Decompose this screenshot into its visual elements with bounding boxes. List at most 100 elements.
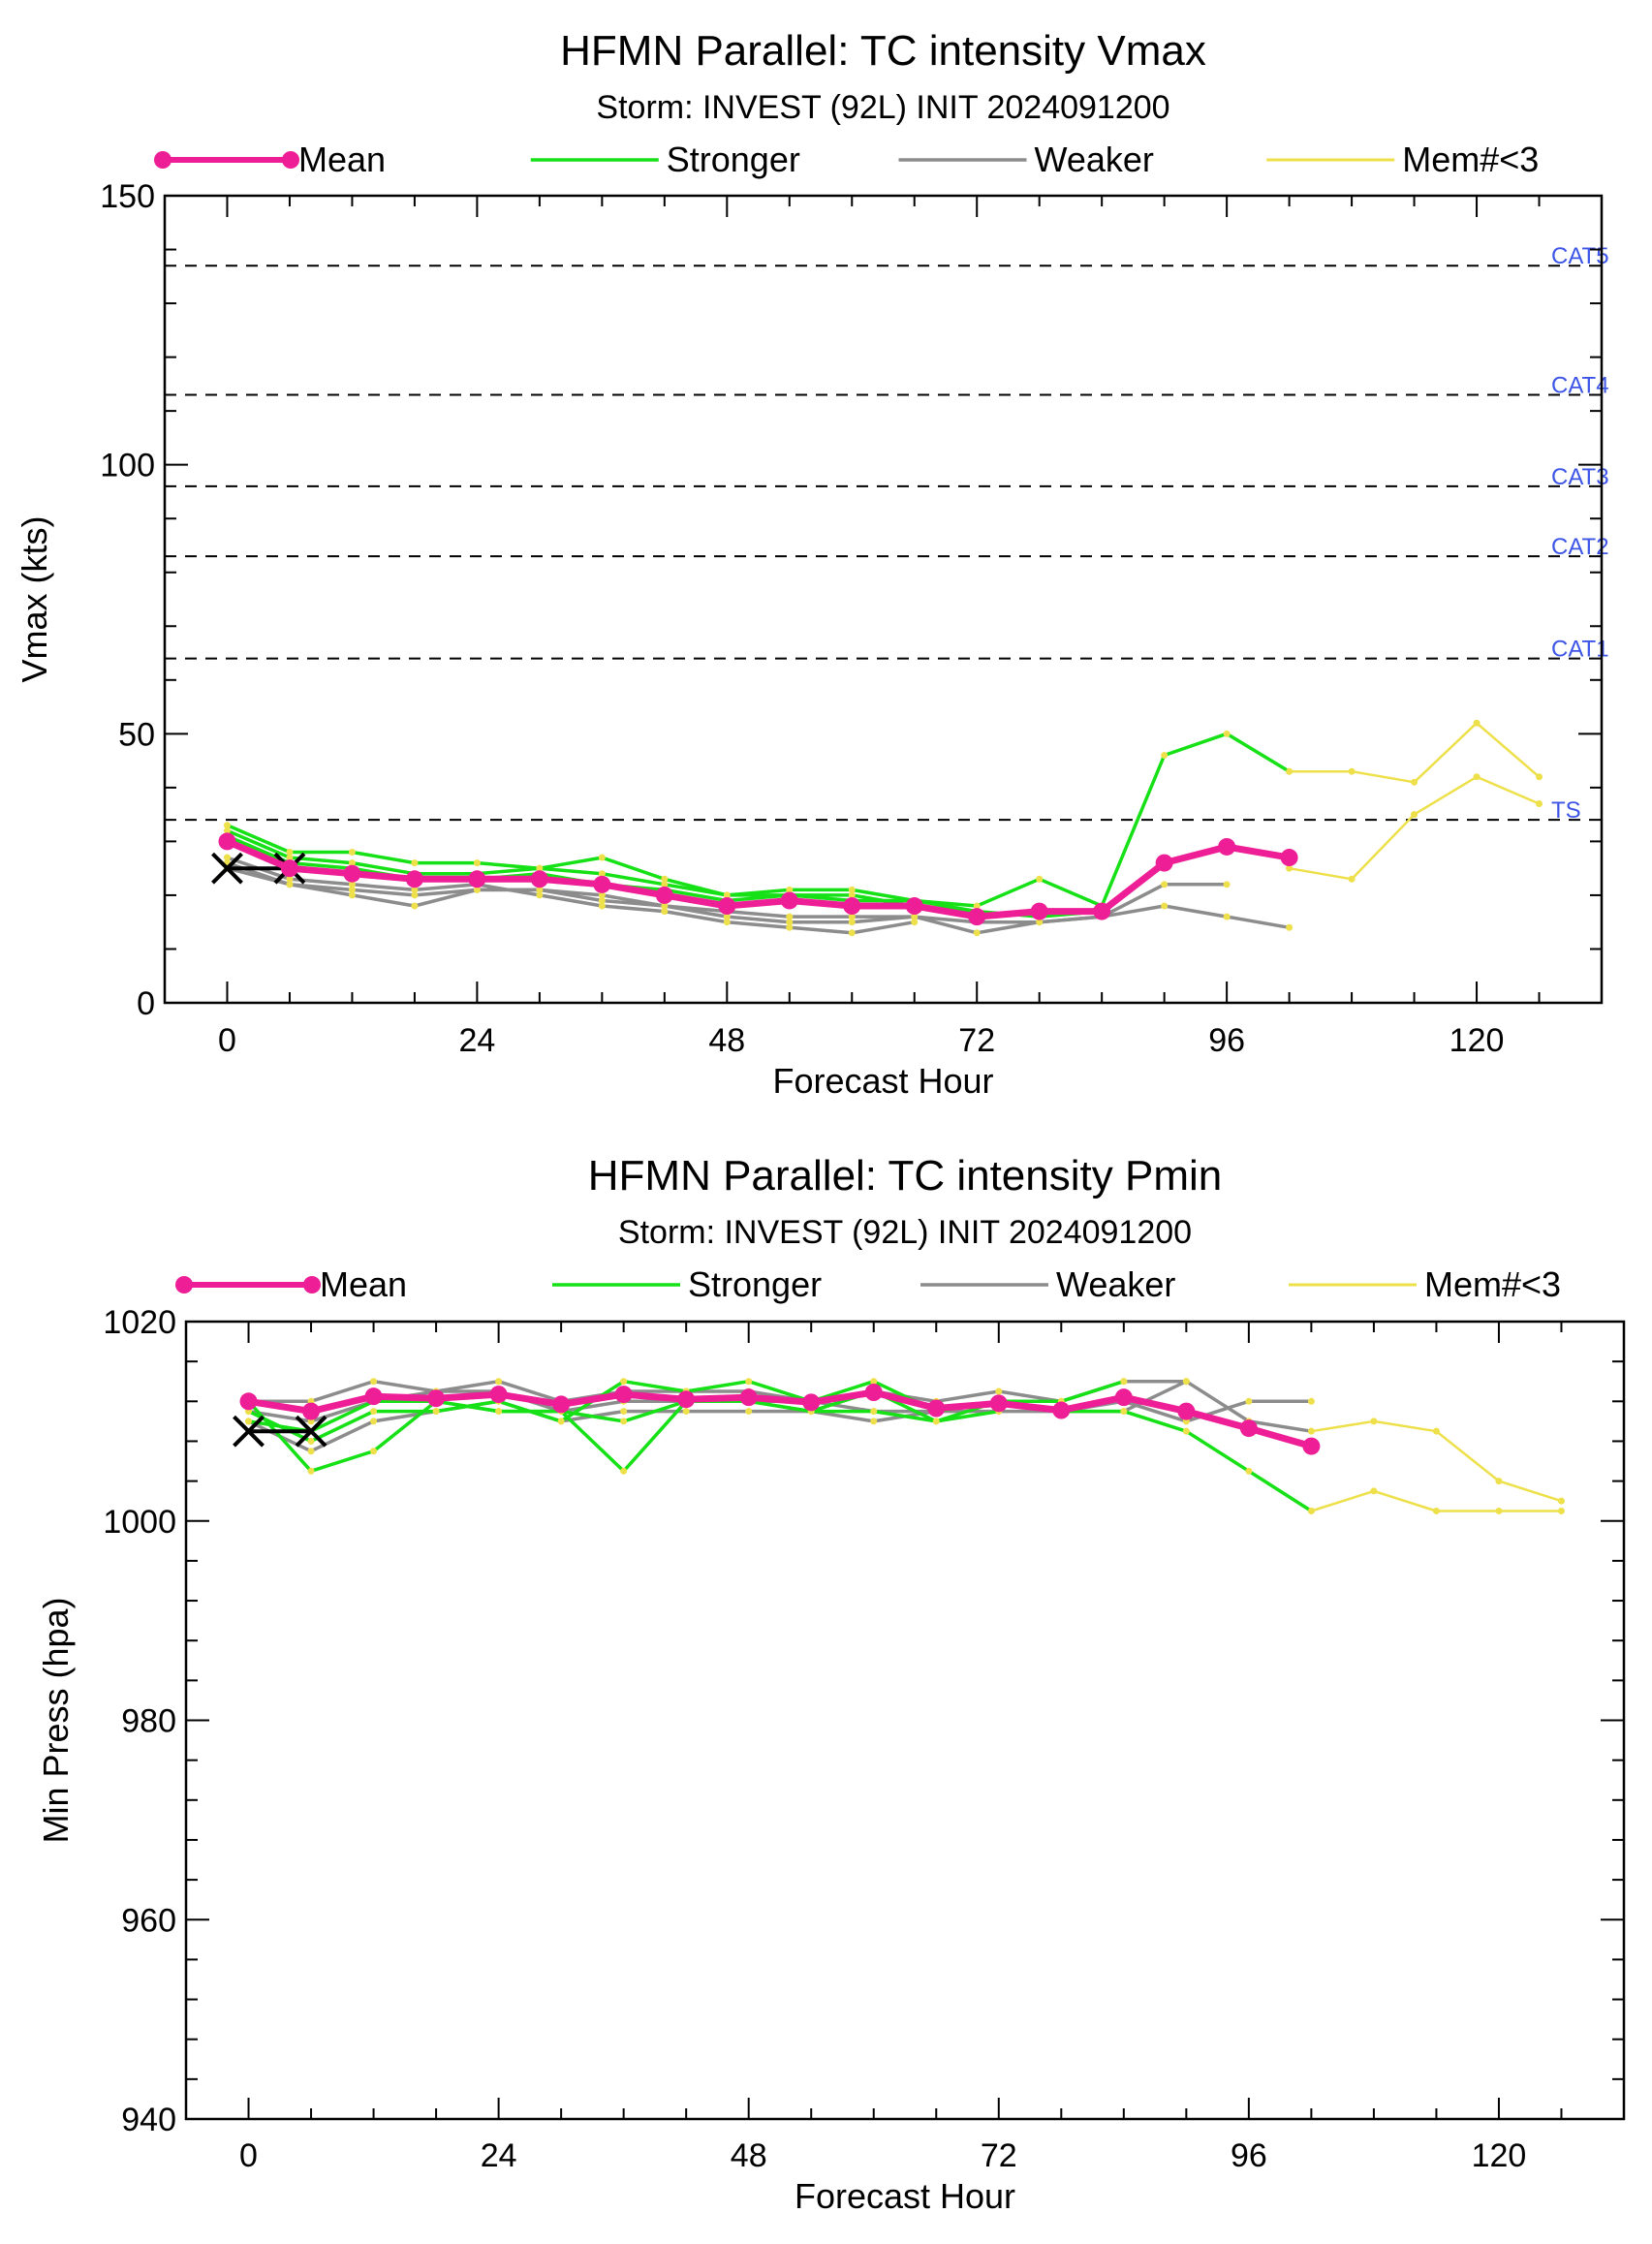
legend-label: Mean: [320, 1264, 407, 1304]
data-point: [598, 854, 606, 861]
series-group: [233, 1378, 1565, 1514]
data-point: [307, 1448, 315, 1455]
data-point: [1161, 881, 1169, 888]
data-point: [786, 919, 794, 926]
y-tick-label: 150: [100, 178, 155, 215]
data-point: [620, 1378, 628, 1386]
data-point: [348, 881, 356, 888]
series-line: [226, 838, 1291, 920]
x-tick-label: 96: [1231, 2137, 1267, 2174]
data-point: [1286, 767, 1294, 775]
best-track-marker: [233, 1415, 265, 1448]
mean-point: [802, 1393, 821, 1412]
data-point: [723, 919, 731, 926]
series-line: [247, 1388, 1313, 1449]
data-point: [348, 859, 356, 867]
legend-entry: Mem#<3: [1289, 1264, 1561, 1304]
data-point: [1223, 730, 1231, 737]
y-tick-label: 1020: [103, 1304, 176, 1341]
mean-point: [655, 886, 673, 904]
data-point: [848, 919, 856, 926]
legend-entry: Mem#<3: [1266, 140, 1539, 179]
mean-point: [927, 1399, 946, 1418]
data-point: [1557, 1497, 1565, 1505]
mean-point: [864, 1384, 883, 1402]
data-point: [370, 1378, 378, 1386]
data-point: [598, 891, 606, 899]
series-line: [247, 1380, 1188, 1453]
data-point: [1473, 773, 1481, 781]
series-mem-3: [1307, 1418, 1565, 1505]
data-point: [1411, 811, 1418, 819]
data-point: [786, 913, 794, 920]
data-point: [848, 891, 856, 899]
data-point: [1223, 913, 1231, 920]
y-tick-label: 960: [121, 1902, 176, 1939]
data-point: [786, 923, 794, 931]
chart-title: HFMN Parallel: TC intensity Vmax: [560, 27, 1206, 75]
data-point: [723, 891, 731, 899]
data-point: [245, 1418, 253, 1425]
data-point: [536, 891, 544, 899]
data-point: [1370, 1418, 1378, 1425]
mean-point: [989, 1394, 1008, 1413]
data-point: [598, 870, 606, 878]
data-point: [307, 1437, 315, 1445]
y-tick-label: 50: [118, 716, 155, 753]
data-point: [1536, 773, 1543, 781]
series-weaker: [223, 854, 919, 937]
series-line: [227, 866, 1290, 935]
mean-point: [218, 832, 236, 851]
data-point: [1473, 719, 1481, 727]
data-point: [1432, 1427, 1440, 1435]
chart-title: HFMN Parallel: TC intensity Pmin: [588, 1152, 1222, 1200]
legend-entry: Stronger: [552, 1264, 822, 1304]
series-mem-3: [1286, 773, 1543, 883]
data-point: [620, 1408, 628, 1416]
mean-point: [1177, 1402, 1196, 1420]
mean-point: [677, 1390, 696, 1409]
data-point: [973, 929, 981, 937]
data-point: [411, 886, 419, 893]
data-point: [348, 886, 356, 893]
series-best-track: [233, 1415, 327, 1448]
legend-label: Weaker: [1035, 140, 1154, 179]
data-point: [473, 859, 481, 867]
mean-point: [530, 870, 548, 888]
category-label: CAT1: [1551, 637, 1609, 663]
mean-point: [489, 1386, 508, 1404]
x-tick-label: 72: [981, 2137, 1017, 2174]
mean-point: [1030, 902, 1048, 920]
mean-point: [968, 908, 986, 926]
legend-label: Mem#<3: [1424, 1264, 1561, 1304]
mean-point: [1052, 1401, 1071, 1419]
data-point: [1536, 800, 1543, 808]
data-point: [1307, 1397, 1315, 1405]
data-point: [848, 886, 856, 893]
data-point: [1495, 1507, 1503, 1514]
legend-marker: [154, 151, 171, 169]
data-point: [745, 1378, 753, 1386]
x-tick-label: 48: [708, 1022, 745, 1059]
mean-point: [780, 891, 798, 910]
data-point: [598, 902, 606, 910]
y-tick-label: 0: [137, 985, 155, 1022]
data-point: [995, 1387, 1003, 1395]
best-track-marker: [295, 1415, 327, 1448]
data-point: [348, 849, 356, 857]
chart-panel-2: HFMN Parallel: TC intensity Pmin Storm: I…: [36, 1152, 1626, 2216]
x-tick-label: 24: [481, 2137, 517, 2174]
data-point: [557, 1418, 565, 1425]
plot-frame: [184, 1320, 1626, 2121]
category-label: CAT4: [1551, 372, 1609, 398]
x-tick-label: 72: [958, 1022, 995, 1059]
data-point: [620, 1418, 628, 1425]
data-point: [1223, 881, 1231, 888]
legend-entry: Weaker: [898, 140, 1154, 179]
mean-point: [280, 859, 298, 878]
mean-point: [364, 1387, 383, 1406]
mean-point: [405, 870, 423, 888]
data-point: [1557, 1507, 1565, 1514]
series-mean: [239, 1384, 1321, 1455]
series-line: [226, 732, 1291, 908]
